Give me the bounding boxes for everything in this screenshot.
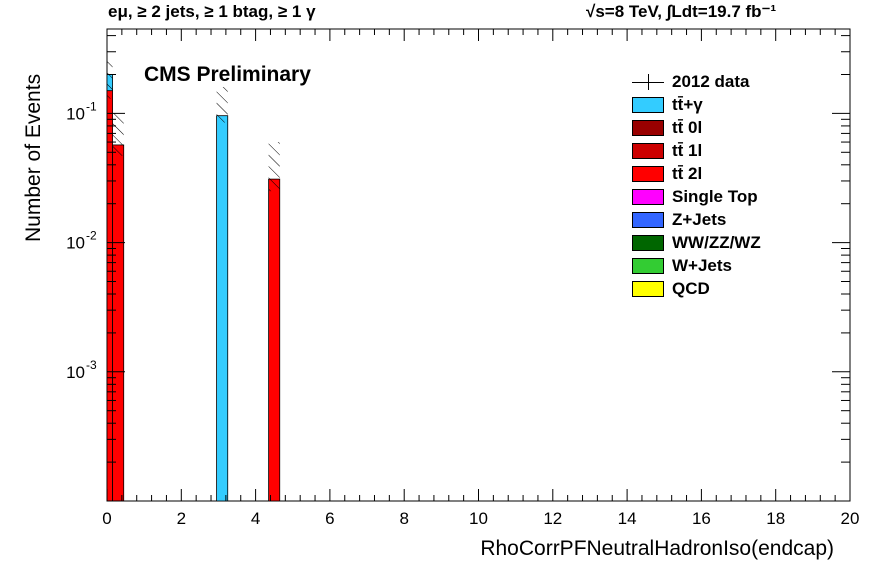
x-tick-label: 10: [469, 509, 488, 528]
x-tick-label: 18: [766, 509, 785, 528]
legend-label: 2012 data: [672, 71, 750, 91]
legend-item: W+Jets: [632, 254, 761, 277]
legend-swatch: [632, 188, 664, 205]
bar-1: [112, 144, 125, 502]
legend-label: Single Top: [672, 186, 758, 206]
legend-swatch: [632, 234, 664, 251]
x-tick-label: 12: [543, 509, 562, 528]
x-tick-label: 16: [692, 509, 711, 528]
uncertainty-band-0: [107, 59, 113, 99]
legend-item: tt̄ 1l: [632, 139, 761, 162]
x-tick-label: 20: [841, 509, 860, 528]
legend-swatch: [632, 211, 664, 228]
legend-label: tt̄ 1l: [672, 140, 703, 160]
legend-swatch: [632, 73, 664, 90]
legend-item: tt̄ 2l: [632, 162, 761, 185]
legend-label: tt̄+γ: [672, 94, 703, 114]
y-tick-label: 10: [66, 234, 85, 253]
energy-lumi-header: √s=8 TeV, ∫Ldt=19.7 fb⁻¹: [586, 2, 777, 21]
uncertainty-band-3: [268, 142, 280, 192]
legend-item: WW/ZZ/WZ: [632, 231, 761, 254]
x-axis-label: RhoCorrPFNeutralHadronIso(endcap): [480, 537, 834, 560]
legend-item: 2012 data: [632, 70, 761, 93]
y-axis-label: Number of Events: [22, 73, 45, 242]
bar-2: [216, 115, 229, 502]
legend-label: W+Jets: [672, 255, 732, 275]
uncertainty-band-2: [216, 87, 228, 123]
x-tick-label: 8: [399, 509, 408, 528]
y-tick-exponent: -2: [86, 229, 97, 243]
legend-swatch: [632, 280, 664, 297]
legend-swatch: [632, 96, 664, 113]
y-tick-exponent: -1: [86, 99, 97, 113]
y-tick-label: 10: [66, 363, 85, 382]
legend-swatch: [632, 165, 664, 182]
y-tick-label: 10: [66, 104, 85, 123]
bar-3: [268, 178, 281, 502]
y-tick-exponent: -3: [86, 358, 97, 372]
legend: 2012 data tt̄+γ tt̄ 0l tt̄ 1l tt̄ 2l Single T…: [632, 70, 761, 300]
selection-header: eμ, ≥ 2 jets, ≥ 1 btag, ≥ 1 γ: [108, 2, 316, 21]
x-tick-label: 6: [325, 509, 334, 528]
x-tick-label: 0: [102, 509, 111, 528]
x-tick-label: 2: [177, 509, 186, 528]
legend-item: QCD: [632, 277, 761, 300]
legend-label: Z+Jets: [672, 209, 727, 229]
legend-label: tt̄ 2l: [672, 163, 703, 183]
legend-item: Single Top: [632, 185, 761, 208]
legend-label: QCD: [672, 278, 710, 298]
uncertainty-band-1: [112, 113, 124, 156]
legend-swatch: [632, 257, 664, 274]
legend-swatch: [632, 119, 664, 136]
legend-label: WW/ZZ/WZ: [672, 232, 761, 252]
legend-item: Z+Jets: [632, 208, 761, 231]
cms-preliminary-label: CMS Preliminary: [144, 63, 311, 86]
legend-swatch: [632, 142, 664, 159]
x-tick-label: 4: [251, 509, 260, 528]
x-tick-label: 14: [618, 509, 637, 528]
legend-label: tt̄ 0l: [672, 117, 703, 137]
legend-item: tt̄+γ: [632, 93, 761, 116]
legend-item: tt̄ 0l: [632, 116, 761, 139]
